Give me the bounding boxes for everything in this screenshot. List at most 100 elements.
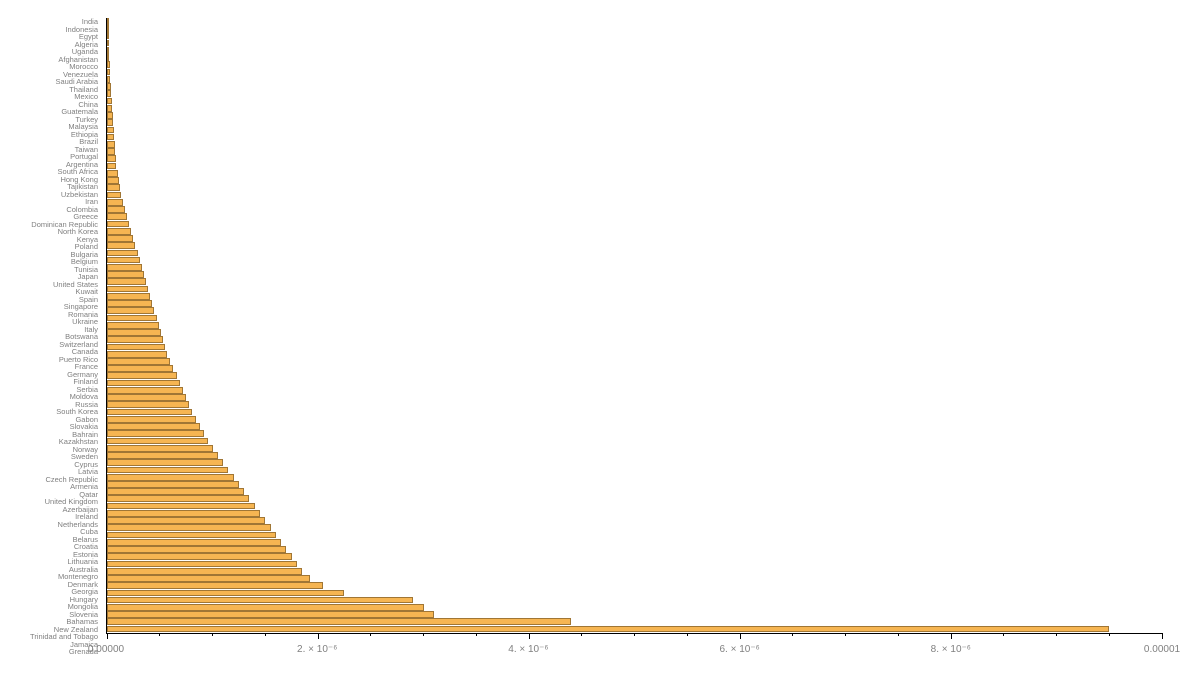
bar [107, 25, 109, 32]
bar-row [107, 503, 1162, 510]
bar-row [107, 76, 1162, 83]
bar [107, 358, 170, 365]
bar [107, 40, 109, 47]
bar [107, 119, 113, 126]
bar [107, 438, 208, 445]
bar [107, 18, 109, 25]
bar-row [107, 372, 1162, 379]
bar [107, 430, 204, 437]
bar [107, 539, 281, 546]
bar-row [107, 495, 1162, 502]
bar-row [107, 32, 1162, 39]
bar [107, 112, 113, 119]
bar-row [107, 206, 1162, 213]
bar [107, 481, 239, 488]
bar-row [107, 445, 1162, 452]
bar [107, 32, 109, 39]
bar [107, 184, 120, 191]
bar-row [107, 98, 1162, 105]
bar-row [107, 416, 1162, 423]
bar [107, 242, 135, 249]
bar-row [107, 105, 1162, 112]
bar [107, 235, 133, 242]
bar-row [107, 351, 1162, 358]
bar [107, 344, 165, 351]
bar-row [107, 561, 1162, 568]
bar [107, 293, 150, 300]
bar-row [107, 134, 1162, 141]
bar-row [107, 575, 1162, 582]
bar [107, 524, 271, 531]
bar [107, 300, 152, 307]
bar [107, 213, 127, 220]
bar-row [107, 553, 1162, 560]
bar-row [107, 488, 1162, 495]
bar-row [107, 90, 1162, 97]
bar-row [107, 604, 1162, 611]
bar [107, 561, 297, 568]
bar [107, 546, 286, 553]
x-axis-tick-label: 4. × 10⁻⁶ [508, 644, 548, 655]
bar [107, 286, 148, 293]
bar-row [107, 221, 1162, 228]
bar-row [107, 430, 1162, 437]
bar [107, 510, 260, 517]
x-axis-tick-label: 0.00000 [88, 644, 124, 655]
bar [107, 532, 276, 539]
bar [107, 192, 121, 199]
x-axis-tick-label: 2. × 10⁻⁶ [297, 644, 337, 655]
bar [107, 221, 129, 228]
bar-row [107, 235, 1162, 242]
bar [107, 322, 159, 329]
bar-row [107, 286, 1162, 293]
bar-row [107, 459, 1162, 466]
bar-row [107, 582, 1162, 589]
bar [107, 105, 112, 112]
bar-row [107, 141, 1162, 148]
bar-row [107, 394, 1162, 401]
bar [107, 307, 154, 314]
bar [107, 459, 223, 466]
bar-row [107, 365, 1162, 372]
bar [107, 582, 323, 589]
bar-row [107, 213, 1162, 220]
bar-row [107, 344, 1162, 351]
bar-row [107, 271, 1162, 278]
bar [107, 409, 192, 416]
bar-row [107, 590, 1162, 597]
bar [107, 445, 213, 452]
bar-row [107, 300, 1162, 307]
bar-row [107, 387, 1162, 394]
bar-row [107, 47, 1162, 54]
bar-row [107, 127, 1162, 134]
bar [107, 199, 123, 206]
y-axis-label: Grenada [0, 648, 102, 656]
bar-row [107, 380, 1162, 387]
bar [107, 467, 228, 474]
bar-row [107, 278, 1162, 285]
bar [107, 517, 265, 524]
bar [107, 206, 125, 213]
bar-row [107, 199, 1162, 206]
bar-row [107, 18, 1162, 25]
bar [107, 278, 146, 285]
bar [107, 134, 114, 141]
bar [107, 380, 180, 387]
bar-row [107, 25, 1162, 32]
bar [107, 488, 244, 495]
bar-row [107, 170, 1162, 177]
bar-row [107, 293, 1162, 300]
bar-row [107, 148, 1162, 155]
bar-row [107, 474, 1162, 481]
bar [107, 148, 115, 155]
bar [107, 575, 310, 582]
bar [107, 83, 111, 90]
bar-row [107, 467, 1162, 474]
bar [107, 416, 196, 423]
bar-row [107, 611, 1162, 618]
x-axis-tick-label: 0.00001 [1144, 644, 1180, 655]
chart-container: IndiaIndonesiaEgyptAlgeriaUgandaAfghanis… [0, 0, 1192, 680]
bar [107, 90, 111, 97]
bar [107, 141, 115, 148]
bar-row [107, 524, 1162, 531]
